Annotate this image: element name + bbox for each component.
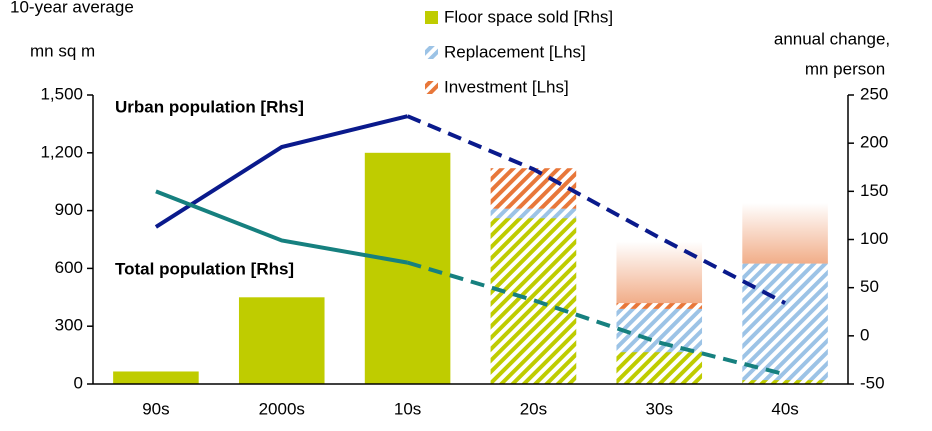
y2-tick-label: 100 [860, 229, 888, 248]
investment-range [742, 202, 828, 264]
subtitle: 10-year average [10, 0, 134, 16]
floor-space-bar [616, 352, 703, 384]
line-series [406, 114, 787, 305]
line-series [407, 260, 786, 377]
x-tick-label: 90s [142, 399, 169, 418]
x-tick-label: 30s [646, 399, 673, 418]
investment-bar [490, 168, 577, 209]
x-tick-label: 2000s [259, 399, 305, 418]
line-annotation: Urban population [Rhs] [115, 97, 304, 116]
y2-tick-label: 0 [860, 325, 869, 344]
x-tick-label: 10s [394, 399, 421, 418]
y-tick-label: 1,200 [40, 142, 83, 161]
y2-axis-label: mn person [805, 59, 885, 78]
y2-tick-label: 200 [860, 133, 888, 152]
line-annotation: Total population [Rhs] [115, 259, 294, 278]
legend-swatch [425, 46, 438, 59]
y-tick-label: 300 [55, 316, 83, 335]
y2-axis-label: annual change, [774, 29, 890, 48]
y2-tick-label: 250 [860, 84, 888, 103]
y2-tick-label: 150 [860, 181, 888, 200]
y2-tick-label: -50 [860, 373, 885, 392]
legend-swatch [425, 11, 438, 24]
replacement-bar [742, 263, 828, 384]
x-tick-label: 40s [771, 399, 798, 418]
floor-space-bar [238, 297, 325, 384]
investment-bar [616, 303, 703, 309]
floor-space-bar [113, 371, 199, 384]
y2-tick-label: 50 [860, 277, 879, 296]
floor-space-bar [364, 152, 451, 384]
x-tick-label: 20s [520, 399, 547, 418]
legend-swatch [425, 81, 438, 94]
legend-label: Replacement [Lhs] [444, 42, 586, 61]
y-axis-label: mn sq m [30, 41, 95, 60]
investment-range [616, 241, 703, 304]
legend-label: Investment [Lhs] [444, 77, 569, 96]
y-tick-label: 0 [74, 373, 83, 392]
legend-label: Floor space sold [Rhs] [444, 7, 613, 26]
floor-space-bar [742, 380, 828, 384]
y-tick-label: 600 [55, 258, 83, 277]
y-tick-label: 900 [55, 200, 83, 219]
floor-space-bar [490, 218, 577, 384]
y-tick-label: 1,500 [40, 84, 83, 103]
line-series [155, 189, 408, 265]
line-series [154, 114, 409, 229]
